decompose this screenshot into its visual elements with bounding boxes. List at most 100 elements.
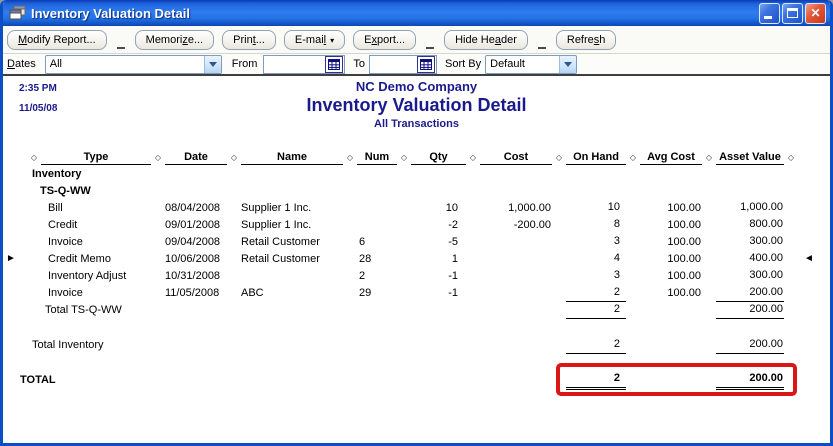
table-row: TOTAL 2 200.00 <box>3 370 830 390</box>
table-row[interactable]: Credit 09/01/2008 Supplier 1 Inc. -2 -200.00… <box>3 216 830 233</box>
column-separator-diamond-icon[interactable]: ◇ <box>230 153 238 162</box>
column-separator-diamond-icon[interactable]: ◇ <box>555 153 563 162</box>
cell-onhand: 3 <box>613 269 620 281</box>
column-separator-diamond-icon[interactable]: ◇ <box>629 153 637 162</box>
close-icon: ✕ <box>810 5 821 20</box>
column-header-avg-cost: Avg Cost <box>640 151 702 165</box>
column-header-num: Num <box>357 151 397 165</box>
cell-qty: -5 <box>448 235 458 248</box>
group-label: TS-Q-WW <box>40 184 91 197</box>
cell-onhand: 2 <box>566 284 626 302</box>
cell-num: 6 <box>359 235 366 248</box>
toolbar-separator <box>426 47 435 49</box>
table-row[interactable]: Invoice 11/05/2008 ABC 29 -1 2 100.00 200.00 <box>3 284 830 302</box>
cell-avgcost: 100.00 <box>667 201 701 214</box>
cell-name: ABC <box>241 287 264 299</box>
toolbar-button-export[interactable]: Export... <box>353 29 417 50</box>
report-area: 2:35 PM 11/05/08 NC Demo Company Invento… <box>3 76 830 440</box>
cell-qty: -1 <box>448 287 458 299</box>
cell-date: 09/01/2008 <box>165 218 221 231</box>
close-button[interactable]: ✕ <box>805 2 826 24</box>
selected-row-right-marker-icon: ◄ <box>804 252 814 264</box>
column-separator-diamond-icon[interactable]: ◇ <box>346 153 354 162</box>
toolbar-button-refresh[interactable]: Refresh <box>555 29 617 50</box>
cell-avgcost: 100.00 <box>667 269 701 282</box>
table-row[interactable]: ► Credit Memo 10/06/2008 Retail Customer 28 1… <box>3 250 830 267</box>
chevron-down-icon[interactable] <box>203 55 221 73</box>
minimize-button[interactable] <box>759 2 780 24</box>
maximize-icon <box>787 7 798 18</box>
cell-name: Supplier 1 Inc. <box>241 218 312 231</box>
sortby-selected-value: Default <box>490 58 525 70</box>
report-header: 2:35 PM 11/05/08 NC Demo Company Invento… <box>3 76 830 148</box>
column-header-cost: Cost <box>480 151 552 165</box>
titlebar[interactable]: Inventory Valuation Detail ✕ <box>3 0 830 26</box>
cell-cost: 1,000.00 <box>508 201 551 214</box>
column-separator-diamond-icon[interactable]: ◇ <box>400 153 408 162</box>
cell-name: Supplier 1 Inc. <box>241 201 312 214</box>
toolbar-button-memorize[interactable]: Memorize... <box>134 29 215 50</box>
sortby-label: Sort By <box>445 58 482 70</box>
column-separator-diamond-icon[interactable]: ◇ <box>469 153 477 162</box>
cell-asset: 1,000.00 <box>740 201 783 213</box>
report-date: 11/05/08 <box>19 103 58 114</box>
cell-type: Inventory Adjust <box>48 269 127 282</box>
to-date-field[interactable] <box>369 54 438 74</box>
cell-qty: 10 <box>445 201 458 214</box>
report-title: Inventory Valuation Detail <box>306 95 527 115</box>
sortby-select[interactable]: Default <box>485 54 578 74</box>
cell-avgcost: 100.00 <box>667 287 701 299</box>
cell-onhand: 3 <box>613 235 620 247</box>
dates-selected-value: All <box>49 58 62 70</box>
table-row: TS-Q-WW <box>3 182 830 199</box>
toolbar-button-hide-header[interactable]: Hide Header <box>444 29 528 50</box>
column-header-date: Date <box>165 151 227 165</box>
cell-onhand: 2 <box>566 336 626 354</box>
column-separator-diamond-icon[interactable]: ◇ <box>154 153 162 162</box>
cell-cost: -200.00 <box>513 218 551 231</box>
maximize-button[interactable] <box>782 2 803 24</box>
column-separator-diamond-icon[interactable]: ◇ <box>30 153 38 162</box>
to-label: To <box>353 58 366 70</box>
report-table-body: Inventory TS-Q-WW Bill 08/04/2008 Supplier 1… <box>3 165 830 390</box>
selected-row-left-marker-icon: ► <box>6 252 16 264</box>
to-date-input[interactable] <box>370 58 418 70</box>
cell-asset: 200.00 <box>716 336 784 354</box>
from-date-input[interactable] <box>264 58 326 70</box>
cell-asset: 800.00 <box>749 218 783 230</box>
cell-name: Retail Customer <box>241 252 320 265</box>
cell-asset: 200.00 <box>716 301 784 319</box>
company-name: NC Demo Company <box>355 79 478 94</box>
cell-onhand: 8 <box>613 218 620 230</box>
report-subtitle: All Transactions <box>374 118 459 130</box>
from-date-field[interactable] <box>263 54 346 74</box>
dates-select[interactable]: All <box>44 54 222 74</box>
report-time: 2:35 PM <box>19 83 57 94</box>
cell-date: 11/05/2008 <box>165 287 220 299</box>
grandtotal-label: TOTAL <box>20 374 56 386</box>
chevron-down-icon[interactable] <box>559 55 577 73</box>
table-row[interactable]: Invoice 09/04/2008 Retail Customer 6 -5 3 100.… <box>3 233 830 250</box>
toolbar-button-e-mail[interactable]: E-mail ▾ <box>283 29 346 50</box>
table-row: Total Inventory 2 200.00 <box>3 336 830 354</box>
calendar-icon[interactable] <box>417 55 436 73</box>
column-separator-diamond-icon[interactable]: ◇ <box>705 153 713 162</box>
group-label: Inventory <box>32 167 82 180</box>
toolbar-button-print[interactable]: Print... <box>222 29 276 50</box>
column-separator-diamond-icon[interactable]: ◇ <box>787 153 795 162</box>
table-row[interactable]: Inventory Adjust 10/31/2008 2 -1 3 100.00 300.… <box>3 267 830 284</box>
cell-num: 2 <box>359 269 366 282</box>
toolbar-separator <box>116 47 125 49</box>
table-row[interactable]: Bill 08/04/2008 Supplier 1 Inc. 10 1,000.00 1… <box>3 199 830 216</box>
toolbar-button-modify-report[interactable]: Modify Report... <box>7 29 107 50</box>
cell-date: 10/31/2008 <box>165 269 221 282</box>
cell-asset: 400.00 <box>749 252 783 264</box>
cell-avgcost: 100.00 <box>667 218 701 231</box>
cell-type: Bill <box>48 201 63 214</box>
cell-qty: -2 <box>448 218 458 231</box>
spacer-row <box>3 318 830 336</box>
subtotal-label: Total TS-Q-WW <box>45 304 122 316</box>
column-header-asset-value: Asset Value <box>716 151 784 165</box>
calendar-icon[interactable] <box>325 55 344 73</box>
